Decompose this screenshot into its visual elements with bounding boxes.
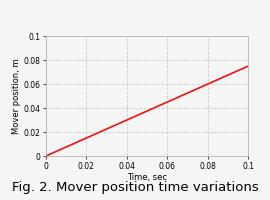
X-axis label: Time, sec: Time, sec	[127, 173, 167, 182]
Y-axis label: Mover position, m: Mover position, m	[12, 58, 21, 134]
Text: Fig. 2. Mover position time variations: Fig. 2. Mover position time variations	[12, 182, 258, 194]
